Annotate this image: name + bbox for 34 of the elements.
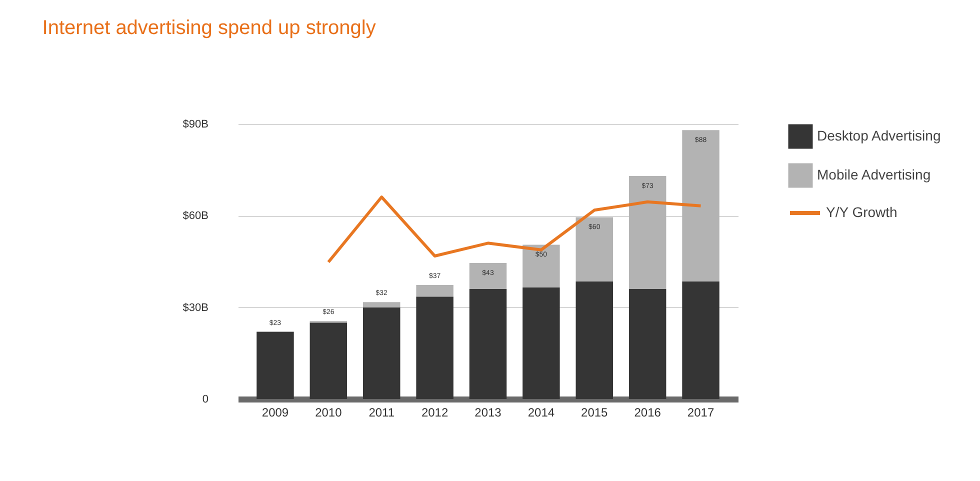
bar: [416, 285, 454, 297]
bar: [576, 281, 613, 399]
bar: [682, 130, 720, 282]
bar: [310, 322, 348, 399]
bar: [522, 244, 560, 288]
x-tick-label: 2009: [262, 406, 289, 420]
x-tick-label: 2016: [634, 406, 662, 420]
legend-label: Y/Y Growth: [826, 204, 898, 220]
x-tick-label: 2012: [421, 406, 448, 420]
legend-label: Desktop Advertising: [817, 128, 941, 144]
x-tick-label: 2011: [368, 406, 395, 420]
y-tick-label: $60B: [182, 210, 208, 222]
x-tick-label: 2010: [315, 406, 342, 420]
x-tick-label: 2015: [581, 406, 608, 420]
bar: [416, 296, 454, 399]
y-tick-label: $90B: [182, 118, 208, 130]
bar: [256, 332, 294, 399]
y-tick-label: $30B: [182, 302, 208, 314]
legend-label: Mobile Advertising: [817, 166, 931, 182]
bar: [363, 302, 400, 308]
chart-title: Internet advertising spend up strongly: [42, 17, 376, 39]
x-tick-label: 2013: [474, 406, 502, 420]
x-tick-label: 2017: [687, 406, 714, 420]
bar: [576, 217, 613, 282]
bar: [682, 281, 720, 399]
x-tick-label: 2014: [528, 406, 555, 420]
bar: [628, 176, 666, 289]
bar: [628, 289, 666, 399]
y-tick-label: 0: [202, 394, 208, 406]
bar: [469, 289, 507, 399]
bar: [522, 287, 560, 399]
line-series: [326, 196, 702, 264]
bar: [469, 263, 507, 289]
bar: [363, 307, 400, 399]
